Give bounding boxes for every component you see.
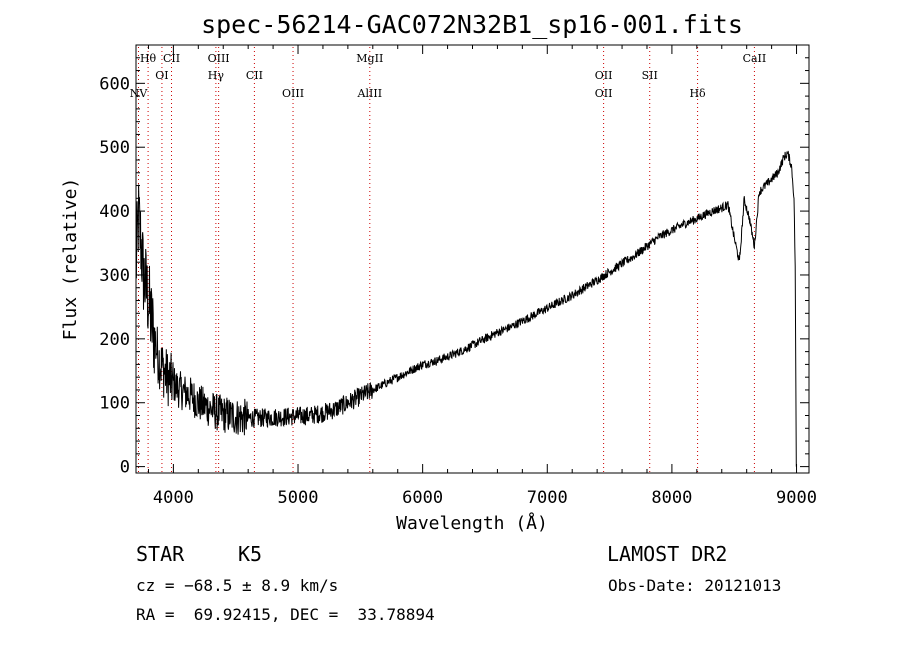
y-tick-label: 200: [99, 330, 130, 350]
line-label: OI: [155, 69, 168, 82]
chart-title: spec-56214-GAC072N32B1_sp16-001.fits: [201, 10, 743, 39]
line-label: OIII: [208, 52, 230, 65]
line-label: OIII: [282, 87, 304, 100]
axis-ticks: 4000 5000 6000 7000 8000 9000 0 100 200 300 400 500…: [99, 45, 817, 508]
y-tick-label: 500: [99, 138, 130, 158]
line-label: NV: [130, 87, 149, 100]
line-label: CaII: [743, 52, 767, 65]
x-axis-label: Wavelength (Å): [396, 512, 548, 534]
x-tick-label: 4000: [153, 488, 194, 508]
line-label: Hθ: [140, 52, 157, 65]
y-tick-label: 0: [120, 458, 130, 478]
x-tick-label: 5000: [278, 488, 319, 508]
x-tick-label: 9000: [776, 488, 817, 508]
line-label: OII: [595, 69, 613, 82]
line-label: CII: [246, 69, 263, 82]
spectrum-chart: spec-56214-GAC072N32B1_sp16-001.fits Flu…: [60, 10, 817, 534]
x-tick-label: 6000: [402, 488, 443, 508]
coordinates: RA = 69.92415, DEC = 33.78894: [136, 605, 435, 624]
line-label: SII: [642, 69, 658, 82]
y-tick-label: 100: [99, 394, 130, 414]
obs-date: Obs-Date: 20121013: [608, 576, 782, 595]
spectrum-line: [135, 150, 797, 467]
x-tick-label: 8000: [651, 488, 692, 508]
line-label: MgII: [356, 52, 383, 65]
object-class: STAR: [136, 542, 185, 566]
line-label: Hδ: [689, 87, 706, 100]
x-tick-label: 7000: [527, 488, 568, 508]
line-label: CII: [163, 52, 180, 65]
survey-name: LAMOST DR2: [607, 542, 728, 566]
line-label: AlIII: [357, 87, 383, 100]
line-markers: Hθ NV OI CII OIII Hγ CII OIII MgII AlIII OII OII SII…: [130, 47, 767, 472]
y-tick-label: 400: [99, 202, 130, 222]
line-label: Hγ: [208, 69, 225, 82]
redshift-readout: cz = −68.5 ± 8.9 km/s: [136, 576, 339, 595]
plot-frame: [135, 44, 810, 474]
y-axis-label: Flux (relative): [60, 178, 81, 341]
y-tick-label: 600: [99, 74, 130, 94]
y-tick-label: 300: [99, 266, 130, 286]
line-label: OII: [595, 87, 613, 100]
object-subclass: K5: [238, 542, 263, 566]
